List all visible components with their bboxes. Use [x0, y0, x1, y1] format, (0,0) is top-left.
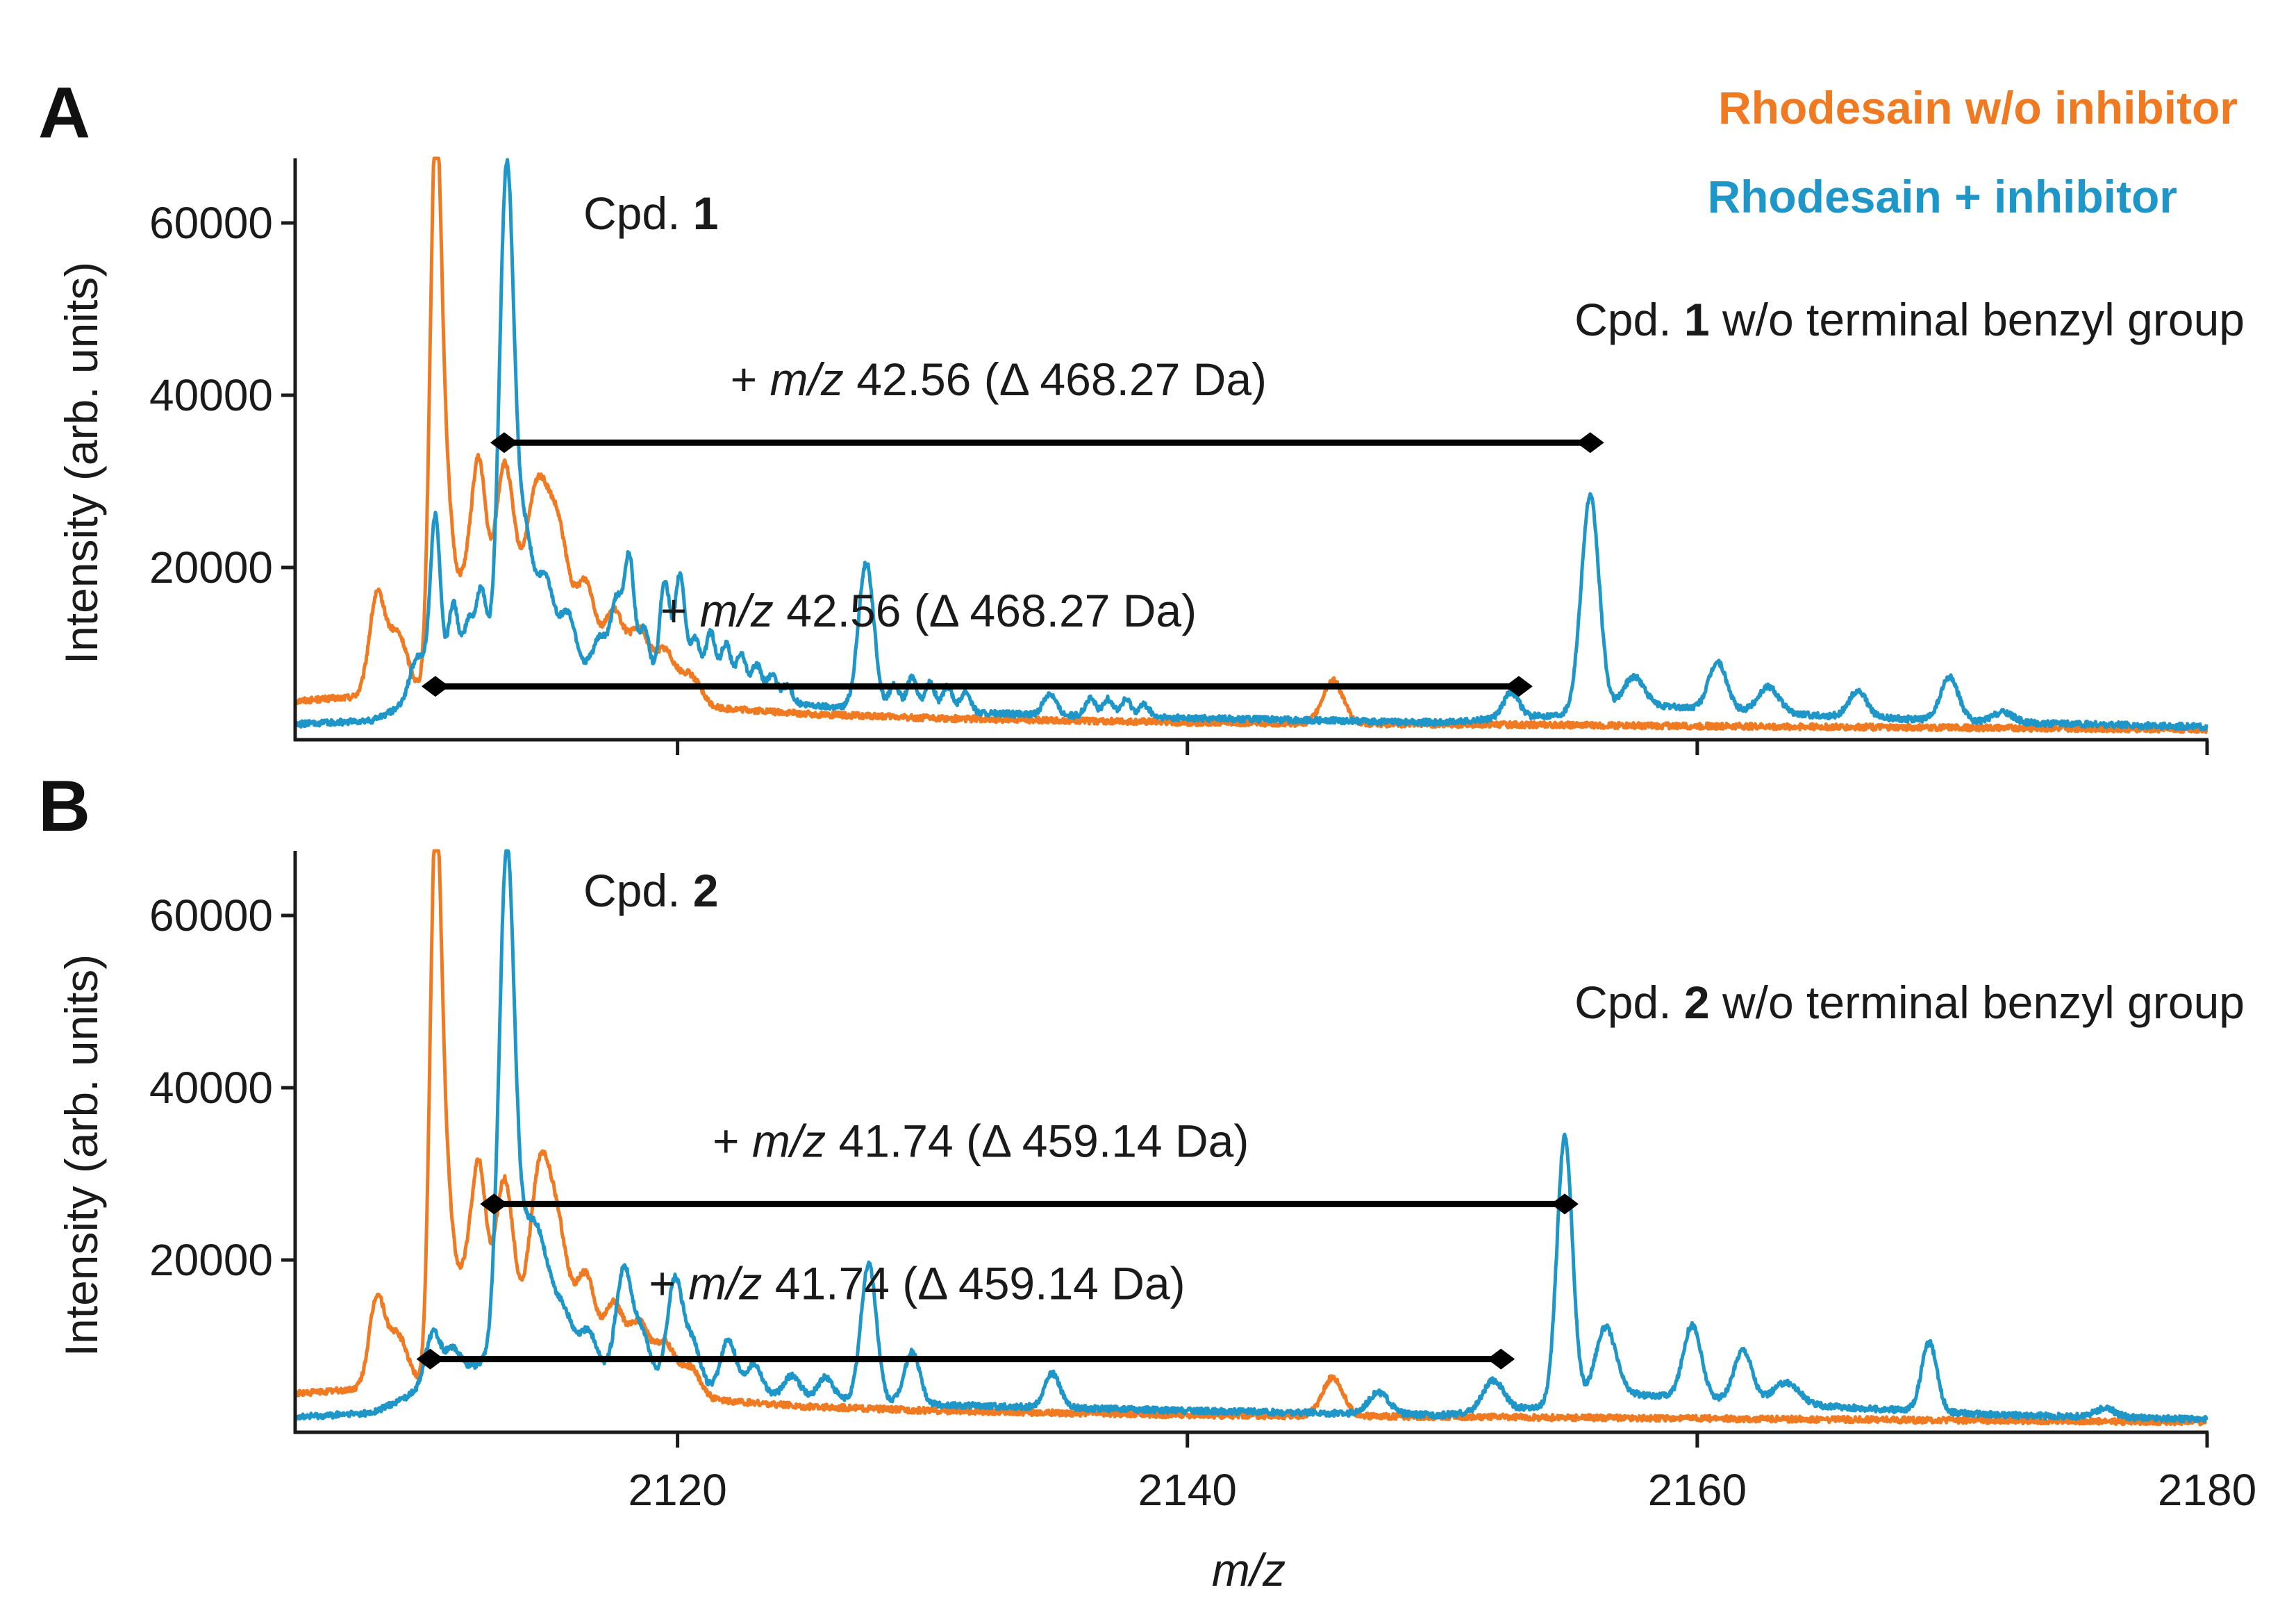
- panel-letter: A: [38, 73, 90, 154]
- legend: Rhodesain w/o inhibitor Rhodesain + inhi…: [1707, 82, 2238, 222]
- mass-shift-label: + m/z 41.74 (Δ 459.14 Da): [713, 1115, 1249, 1166]
- series-line-with-inhibitor: [294, 849, 2208, 1424]
- arrow-head-right: [1487, 1348, 1515, 1370]
- fragment-label: Cpd. 2 w/o terminal benzyl group: [1574, 977, 2245, 1028]
- arrow-head-right: [1576, 432, 1604, 454]
- panels: A 20000 40000 60000 Intensity (arb. units) Cp…: [38, 73, 2256, 1515]
- y-tick-label: 20000: [149, 1235, 273, 1285]
- compound-label: Cpd. 1: [583, 188, 718, 239]
- y-axis-title: Intensity (arb. units): [56, 262, 107, 665]
- legend-entry-with-inhibitor: Rhodesain + inhibitor: [1707, 171, 2177, 222]
- series-line-with-inhibitor: [293, 158, 2208, 731]
- x-tick-label: 2140: [1138, 1465, 1237, 1515]
- compound-label: Cpd. 2: [583, 865, 718, 916]
- arrow-head-left: [421, 676, 449, 697]
- mass-shift-label: + m/z 41.74 (Δ 459.14 Da): [649, 1258, 1185, 1309]
- x-tick-label: 2160: [1648, 1465, 1747, 1515]
- fragment-label: Cpd. 1 w/o terminal benzyl group: [1574, 294, 2245, 345]
- y-axis-title: Intensity (arb. units): [56, 954, 107, 1357]
- y-tick-label: 60000: [149, 890, 273, 940]
- y-tick-label: 40000: [149, 1063, 273, 1113]
- x-axis-title: m/z: [1212, 1544, 1286, 1595]
- series-line-without-inhibitor: [293, 849, 2208, 1427]
- arrow-head-left: [490, 432, 518, 454]
- mass-shift-label: + m/z 42.56 (Δ 468.27 Da): [731, 354, 1267, 405]
- arrow-head-right: [1504, 676, 1533, 697]
- arrow-head-left: [480, 1193, 508, 1215]
- legend-entry-without-inhibitor: Rhodesain w/o inhibitor: [1718, 82, 2238, 133]
- x-tick-label: 2120: [628, 1465, 726, 1515]
- y-tick-label: 60000: [149, 198, 273, 248]
- panel-letter: B: [38, 766, 90, 847]
- mass-shift-label: + m/z 42.56 (Δ 468.27 Da): [660, 585, 1197, 636]
- panel-b: B 20000 40000 60000 2120 2140 2160 2180 Intensit…: [38, 766, 2256, 1515]
- x-tick-label: 2180: [2158, 1465, 2256, 1515]
- panel-a: A 20000 40000 60000 Intensity (arb. units) Cp…: [38, 73, 2245, 755]
- y-tick-label: 20000: [149, 542, 273, 592]
- y-tick-label: 40000: [149, 370, 273, 420]
- arrow-head-right: [1550, 1193, 1579, 1215]
- arrow-head-left: [416, 1348, 444, 1370]
